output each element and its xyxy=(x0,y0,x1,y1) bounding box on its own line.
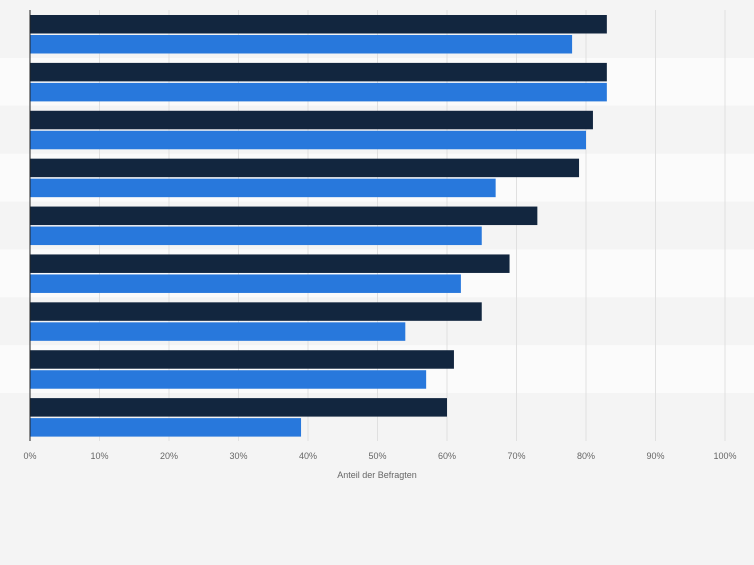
x-tick-label: 100% xyxy=(713,451,736,461)
x-axis-title: Anteil der Befragten xyxy=(337,470,417,480)
bar-series-1 xyxy=(30,110,593,130)
bar-series-2 xyxy=(30,35,573,54)
x-tick-label: 50% xyxy=(368,451,386,461)
bar-series-1 xyxy=(30,398,447,417)
x-tick-label: 80% xyxy=(577,451,595,461)
x-tick-label: 10% xyxy=(90,451,108,461)
bar-series-1 xyxy=(30,15,607,34)
bar-series-1 xyxy=(30,254,510,273)
x-tick-label: 30% xyxy=(229,451,247,461)
x-tick-label: 90% xyxy=(646,451,664,461)
gridlines xyxy=(99,10,726,441)
bar-series-1 xyxy=(30,206,538,226)
bar-series-2 xyxy=(30,130,586,150)
x-tick-label: 60% xyxy=(438,451,456,461)
x-tick-label: 40% xyxy=(299,451,317,461)
bar-series-2 xyxy=(30,178,496,198)
bar-series-1 xyxy=(30,350,454,369)
x-tick-labels: 0% 10% 20% 30% 40% 50% 60% 70% 80% 90% 100% xyxy=(23,451,736,461)
bar-series-2 xyxy=(30,370,427,389)
bar-series-1 xyxy=(30,158,580,178)
bar-series-2 xyxy=(30,226,482,246)
bar-series-2 xyxy=(30,274,461,293)
bar-series-1 xyxy=(30,302,482,321)
x-tick-label: 0% xyxy=(23,451,36,461)
x-tick-label: 20% xyxy=(160,451,178,461)
bar-series-1 xyxy=(30,62,607,82)
bar-series-2 xyxy=(30,322,406,341)
bar-series-2 xyxy=(30,82,607,102)
bars xyxy=(30,15,607,437)
bar-series-2 xyxy=(30,418,302,437)
x-tick-label: 70% xyxy=(507,451,525,461)
